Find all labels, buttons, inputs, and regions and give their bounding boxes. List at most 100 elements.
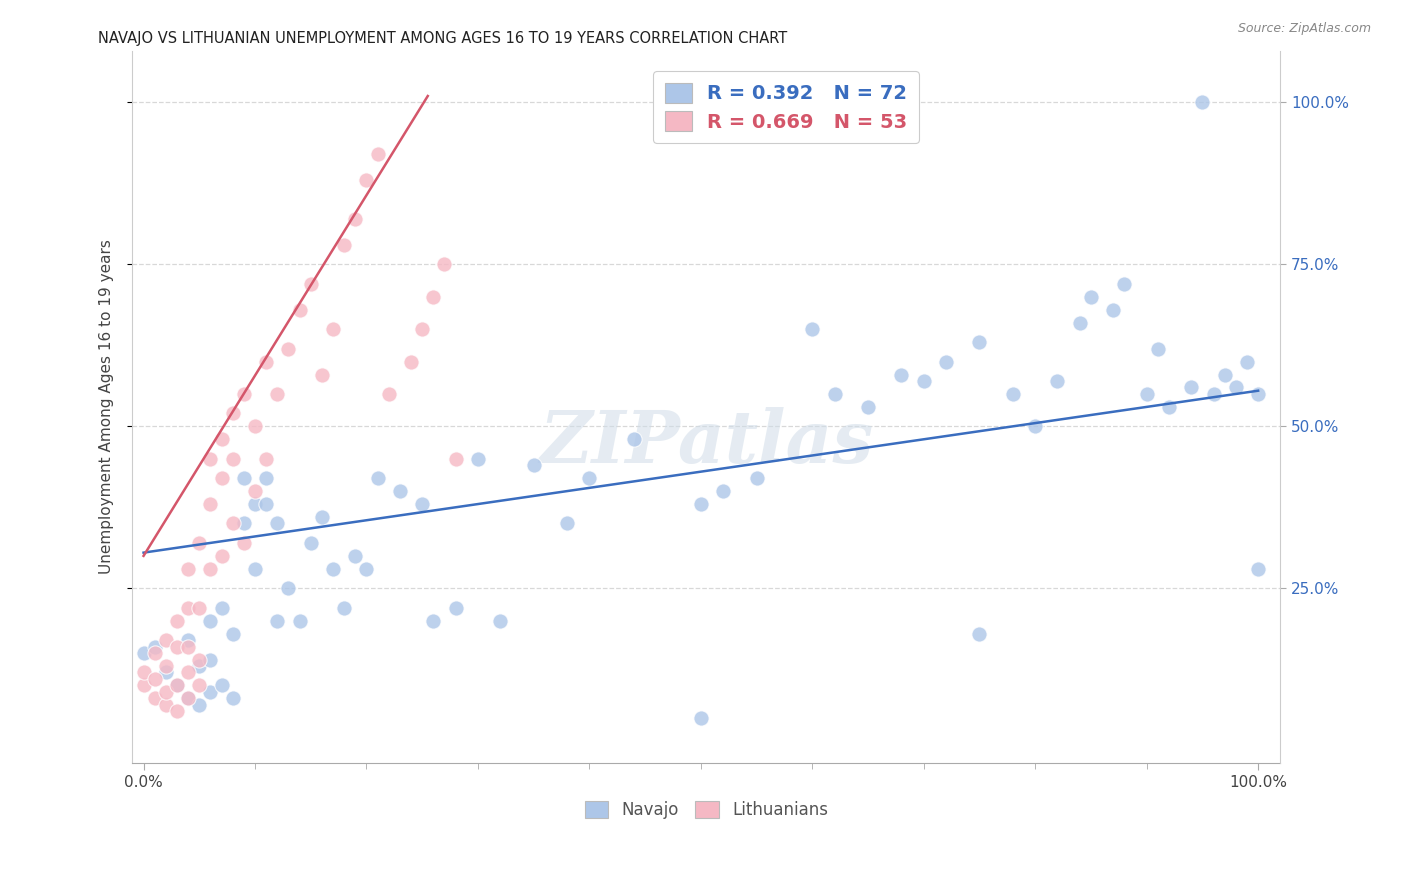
Point: [277, 342, 299, 356]
Point: [166, 678, 188, 692]
Point: [1069, 316, 1091, 330]
Point: [188, 600, 211, 615]
Point: [467, 451, 489, 466]
Point: [824, 387, 846, 401]
Point: [555, 516, 578, 531]
Point: [689, 711, 711, 725]
Point: [311, 510, 333, 524]
Point: [166, 704, 188, 718]
Point: [1046, 374, 1069, 388]
Point: [232, 536, 254, 550]
Point: [155, 665, 177, 680]
Point: [1213, 368, 1236, 382]
Point: [200, 497, 222, 511]
Point: [1102, 302, 1125, 317]
Point: [856, 400, 879, 414]
Text: Source: ZipAtlas.com: Source: ZipAtlas.com: [1237, 22, 1371, 36]
Point: [200, 562, 222, 576]
Point: [344, 212, 367, 227]
Point: [378, 387, 401, 401]
Point: [200, 614, 222, 628]
Point: [801, 322, 824, 336]
Point: [1146, 342, 1168, 356]
Point: [222, 626, 245, 640]
Point: [254, 451, 277, 466]
Point: [1001, 387, 1024, 401]
Point: [411, 322, 433, 336]
Point: [912, 374, 935, 388]
Point: [969, 335, 991, 350]
Point: [266, 614, 288, 628]
Point: [143, 691, 166, 706]
Point: [311, 368, 333, 382]
Point: [444, 451, 467, 466]
Point: [222, 691, 245, 706]
Point: [356, 173, 378, 187]
Point: [177, 691, 200, 706]
Point: [322, 562, 344, 576]
Point: [266, 387, 288, 401]
Point: [222, 451, 245, 466]
Point: [1236, 354, 1258, 368]
Point: [166, 678, 188, 692]
Text: NAVAJO VS LITHUANIAN UNEMPLOYMENT AMONG AGES 16 TO 19 YEARS CORRELATION CHART: NAVAJO VS LITHUANIAN UNEMPLOYMENT AMONG …: [98, 31, 787, 46]
Point: [166, 640, 188, 654]
Point: [243, 419, 266, 434]
Point: [299, 277, 322, 291]
Point: [211, 549, 233, 563]
Point: [188, 659, 211, 673]
Point: [935, 354, 957, 368]
Point: [333, 238, 356, 252]
Point: [254, 497, 277, 511]
Point: [155, 698, 177, 712]
Point: [132, 646, 155, 660]
Point: [1136, 387, 1159, 401]
Point: [322, 322, 344, 336]
Point: [155, 633, 177, 648]
Point: [1157, 400, 1180, 414]
Point: [969, 626, 991, 640]
Point: [367, 147, 389, 161]
Point: [1247, 387, 1270, 401]
Point: [288, 614, 311, 628]
Text: ZIPatlas: ZIPatlas: [540, 407, 873, 478]
Point: [433, 257, 456, 271]
Point: [344, 549, 367, 563]
Point: [177, 691, 200, 706]
Y-axis label: Unemployment Among Ages 16 to 19 years: Unemployment Among Ages 16 to 19 years: [100, 239, 114, 574]
Point: [211, 600, 233, 615]
Point: [254, 471, 277, 485]
Point: [489, 614, 512, 628]
Point: [177, 562, 200, 576]
Point: [422, 290, 444, 304]
Point: [166, 614, 188, 628]
Point: [188, 678, 211, 692]
Point: [1247, 562, 1270, 576]
Point: [177, 665, 200, 680]
Point: [266, 516, 288, 531]
Point: [890, 368, 912, 382]
Point: [277, 581, 299, 595]
Point: [422, 614, 444, 628]
Point: [399, 354, 422, 368]
Point: [222, 516, 245, 531]
Point: [1080, 290, 1102, 304]
Point: [143, 672, 166, 686]
Point: [254, 354, 277, 368]
Point: [222, 406, 245, 420]
Point: [177, 640, 200, 654]
Point: [211, 471, 233, 485]
Point: [132, 678, 155, 692]
Point: [1180, 380, 1202, 394]
Legend: Navajo, Lithuanians: Navajo, Lithuanians: [578, 795, 835, 826]
Point: [356, 562, 378, 576]
Point: [232, 387, 254, 401]
Point: [299, 536, 322, 550]
Point: [411, 497, 433, 511]
Point: [1202, 387, 1225, 401]
Point: [333, 600, 356, 615]
Point: [578, 471, 600, 485]
Point: [188, 652, 211, 666]
Point: [232, 516, 254, 531]
Point: [444, 600, 467, 615]
